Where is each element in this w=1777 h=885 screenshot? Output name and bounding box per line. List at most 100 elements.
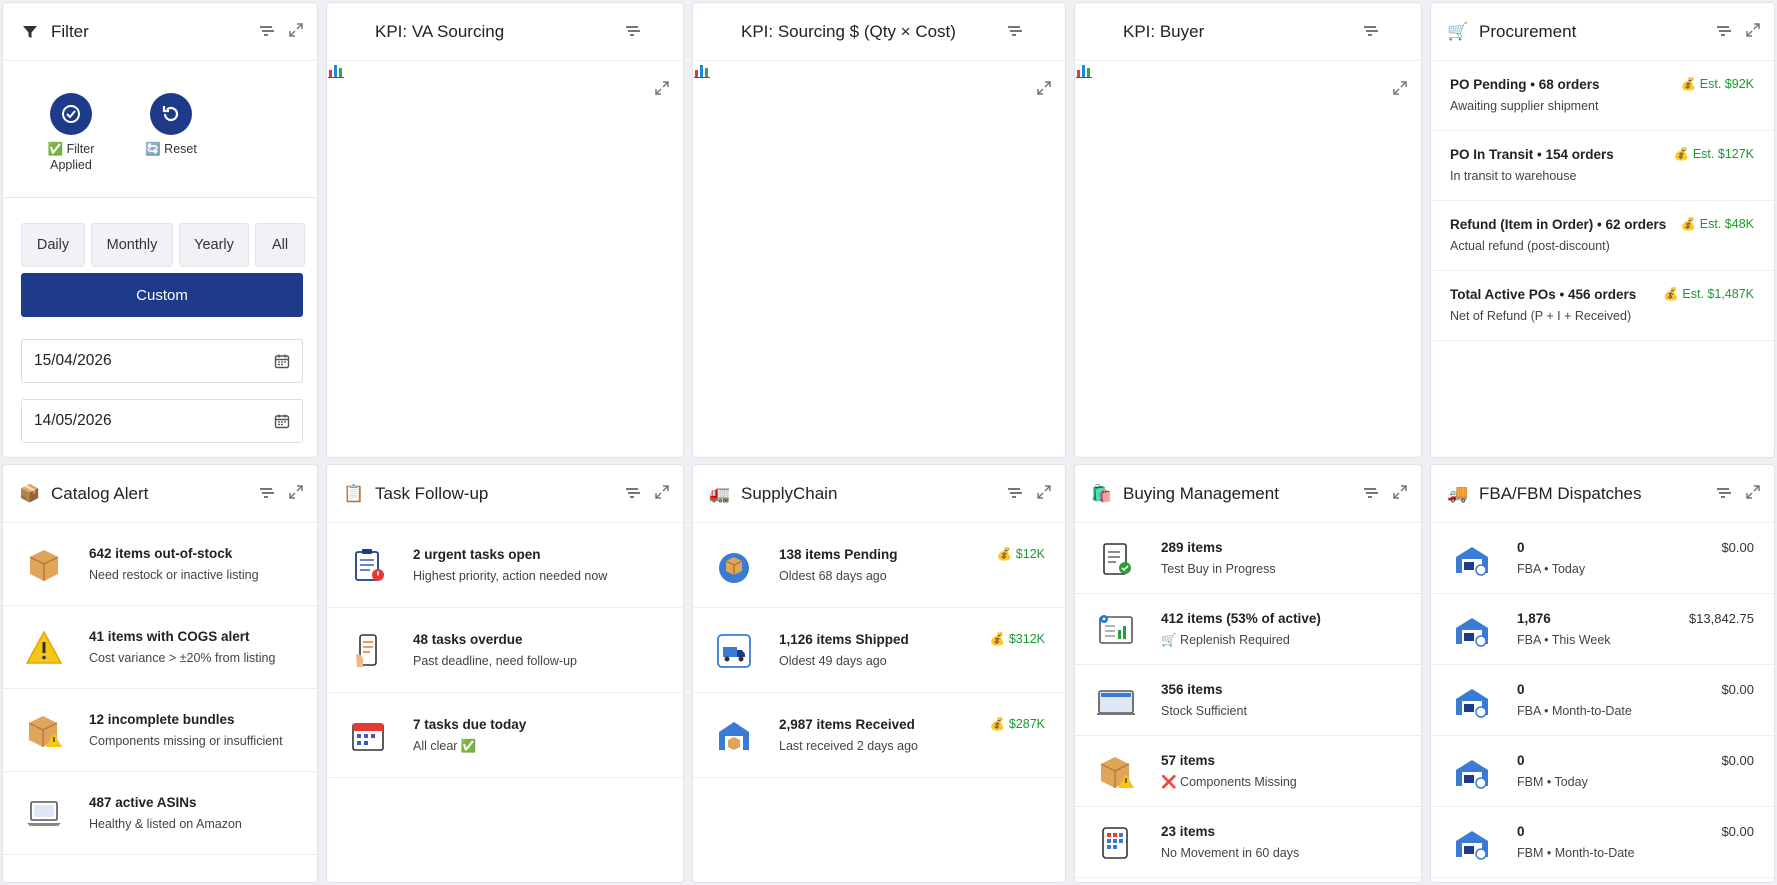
list-item[interactable]: 1,126 items Shipped Oldest 49 days ago 💰 $… (693, 608, 1065, 693)
expand-icon[interactable] (1393, 485, 1407, 499)
calendar-icon[interactable] (274, 353, 290, 374)
list-item[interactable]: 487 active ASINs Healthy & listed on Amaz… (3, 772, 317, 855)
row-subtitle: ❌ Components Missing (1161, 774, 1297, 789)
tab-daily[interactable]: Daily (21, 223, 85, 267)
list-item[interactable]: 642 items out-of-stock Need restock or in… (3, 523, 317, 606)
list-item[interactable]: 0 FBA • Today $0.00 (1431, 523, 1774, 594)
row-title: Total Active POs • 456 orders (1450, 287, 1637, 302)
list-item[interactable]: 0 FBM • Month-to-Date $0.00 (1431, 807, 1774, 878)
filter-lines-icon[interactable] (625, 485, 639, 499)
filter-lines-icon[interactable] (259, 485, 273, 499)
list-item[interactable]: 23 items No Movement in 60 days (1075, 807, 1421, 878)
custom-button[interactable]: Custom (21, 273, 303, 317)
tab-yearly[interactable]: Yearly (179, 223, 249, 267)
row-title: PO Pending • 68 orders (1450, 77, 1600, 92)
list-item[interactable]: 2,987 items Received Last received 2 days… (693, 693, 1065, 778)
filter-lines-icon[interactable] (1716, 485, 1730, 499)
filter-lines-icon[interactable] (1716, 23, 1730, 37)
buyer-panel: 010,00020,00030,00040,00050,00060,000Sta… (1074, 2, 1422, 458)
period-tabs: Daily Monthly Yearly All (21, 223, 305, 267)
row-title: 412 items (53% of active) (1161, 610, 1321, 626)
date-from-field[interactable]: 15/04/2026 (21, 339, 303, 383)
filter-lines-icon[interactable] (1007, 23, 1021, 37)
warehouse-dispatch-icon (1449, 678, 1495, 724)
laptop-dashboard-icon (1093, 678, 1139, 724)
filter-lines-icon[interactable] (1363, 485, 1377, 499)
row-amount: $0.00 (1721, 823, 1754, 839)
sourcing-cost-panel: 04,0008,00012,00016,00020,00024,000Staff… (692, 2, 1066, 458)
filter-lines-icon[interactable] (259, 23, 273, 37)
row-title: 642 items out-of-stock (89, 545, 233, 561)
panel-title: SupplyChain (741, 483, 838, 503)
expand-icon[interactable] (289, 23, 303, 37)
row-amount: $0.00 (1721, 681, 1754, 697)
warehouse-dispatch-icon (1449, 820, 1495, 866)
list-item[interactable]: 7 tasks due today All clear ✅ (327, 693, 683, 778)
date-to-field[interactable]: 14/05/2026 (21, 399, 303, 443)
row-title: 0 (1517, 752, 1525, 768)
row-amount: 💰 $287K (989, 716, 1045, 731)
list-item[interactable]: 0 FBA • Month-to-Date $0.00 (1431, 665, 1774, 736)
list-item[interactable]: 412 items (53% of active) 🛒 Replenish Req… (1075, 594, 1421, 665)
list-item[interactable]: PO In Transit • 154 orders In transit to … (1431, 131, 1774, 201)
list-item[interactable]: 57 items ❌ Components Missing (1075, 736, 1421, 807)
list-item[interactable]: 289 items Test Buy in Progress (1075, 523, 1421, 594)
reset-button[interactable]: 🔄 Reset (139, 93, 203, 173)
row-amount: $0.00 (1721, 539, 1754, 555)
panel-title: Catalog Alert (51, 483, 149, 503)
list-item[interactable]: PO Pending • 68 orders Awaiting supplier … (1431, 61, 1774, 131)
row-title: 0 (1517, 539, 1525, 555)
row-subtitle: Healthy & listed on Amazon (89, 816, 242, 831)
filter-lines-icon[interactable] (1007, 485, 1021, 499)
row-subtitle: Oldest 49 days ago (779, 653, 887, 668)
row-subtitle: Oldest 68 days ago (779, 568, 887, 583)
list-item[interactable]: 356 items Stock Sufficient (1075, 665, 1421, 736)
truck-icon: 🚛 (709, 483, 731, 503)
va-sourcing-chart (327, 61, 684, 457)
calendar-icon[interactable] (274, 413, 290, 434)
list-item[interactable]: 1,876 FBA • This Week $13,842.75 (1431, 594, 1774, 665)
list-item[interactable]: Refund (Item in Order) • 62 orders Actual… (1431, 201, 1774, 271)
pending-box-icon (711, 543, 757, 589)
list-item[interactable]: 138 items Pending Oldest 68 days ago 💰 $12… (693, 523, 1065, 608)
expand-icon[interactable] (655, 485, 669, 499)
row-subtitle: 🛒 Replenish Required (1161, 632, 1290, 647)
row-title: 487 active ASINs (89, 794, 197, 810)
filter-lines-icon[interactable] (1363, 23, 1377, 37)
bar-chart-icon: 020406080100120140Staff 1Staff 2Staff 3S… (328, 21, 365, 78)
expand-icon[interactable] (1393, 23, 1407, 95)
row-subtitle: Cost variance > ±20% from listing (89, 650, 276, 665)
row-title: 1,876 (1517, 610, 1551, 626)
expand-icon[interactable] (289, 485, 303, 499)
supplychain-panel: 🚛 SupplyChain 138 items Pending Oldest 68 … (692, 464, 1066, 883)
row-title: 138 items Pending (779, 546, 898, 562)
bar-chart-icon: 04,0008,00012,00016,00020,00024,000Staff… (694, 21, 731, 78)
expand-icon[interactable] (1746, 23, 1760, 37)
expand-icon[interactable] (655, 23, 669, 95)
filter-lines-icon[interactable] (625, 23, 639, 37)
expand-icon[interactable] (1037, 23, 1051, 95)
package-icon: 📦 (19, 483, 41, 503)
shipped-truck-icon (711, 628, 757, 674)
delivery-truck-icon: 🚚 (1447, 483, 1469, 503)
tab-monthly[interactable]: Monthly (91, 223, 173, 267)
list-item[interactable]: 0 FBM • Today $0.00 (1431, 736, 1774, 807)
row-subtitle: FBM • Today (1517, 774, 1588, 789)
list-item[interactable]: 41 items with COGS alert Cost variance > … (3, 606, 317, 689)
list-item[interactable]: Total Active POs • 456 orders Net of Refu… (1431, 271, 1774, 341)
procurement-panel: 🛒 Procurement PO Pending • 68 orders Await… (1430, 2, 1775, 458)
list-item[interactable]: 48 tasks overdue Past deadline, need foll… (327, 608, 683, 693)
row-subtitle: Components missing or insufficient (89, 733, 283, 748)
row-title: Refund (Item in Order) • 62 orders (1450, 217, 1667, 232)
filter-applied-button[interactable]: ✅ Filter Applied (39, 93, 103, 173)
list-item[interactable]: 2 urgent tasks open Highest priority, act… (327, 523, 683, 608)
expand-icon[interactable] (1037, 485, 1051, 499)
tab-all[interactable]: All (255, 223, 305, 267)
filter-header: Filter (3, 3, 317, 61)
row-subtitle: All clear ✅ (413, 738, 477, 753)
divider (3, 197, 317, 198)
cart-icon: 🛒 (1447, 21, 1469, 41)
expand-icon[interactable] (1746, 485, 1760, 499)
list-item[interactable]: 12 incomplete bundles Components missing … (3, 689, 317, 772)
